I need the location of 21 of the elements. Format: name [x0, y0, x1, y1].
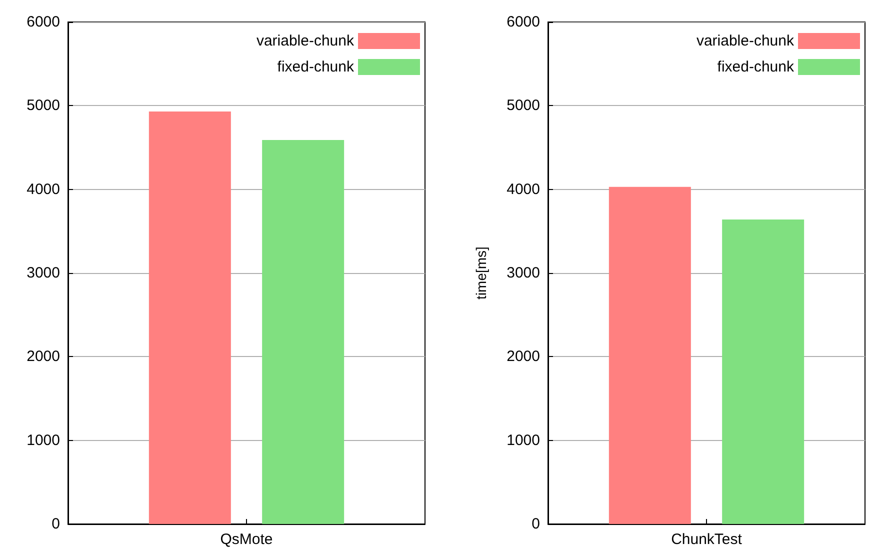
y-tick-label: 6000 [506, 14, 540, 30]
y-tick-label: 5000 [506, 97, 540, 114]
legend-label: fixed-chunk [717, 58, 794, 76]
y-axis-title: time[ms] [473, 246, 489, 300]
y-tick-label: 0 [52, 516, 60, 532]
y-tick-label: 1000 [506, 432, 540, 449]
y-tick-label: 4000 [26, 180, 60, 198]
y-tick-label: 2000 [26, 348, 60, 366]
legend-label: variable-chunk [256, 32, 354, 50]
y-tick-label: 3000 [26, 264, 60, 282]
y-tick-label: 4000 [506, 180, 540, 198]
y-tick-label: 6000 [26, 14, 60, 30]
x-tick-label: QsMote [220, 531, 273, 548]
y-tick-label: 2000 [506, 348, 540, 366]
y-tick-label: 0 [532, 516, 540, 532]
x-tick-label: ChunkTest [671, 531, 743, 548]
y-tick-label: 1000 [26, 432, 60, 449]
legend-label: fixed-chunk [277, 58, 354, 76]
y-tick-label: 5000 [26, 97, 60, 114]
legend-label: variable-chunk [696, 32, 794, 50]
y-tick-label: 3000 [506, 264, 540, 282]
